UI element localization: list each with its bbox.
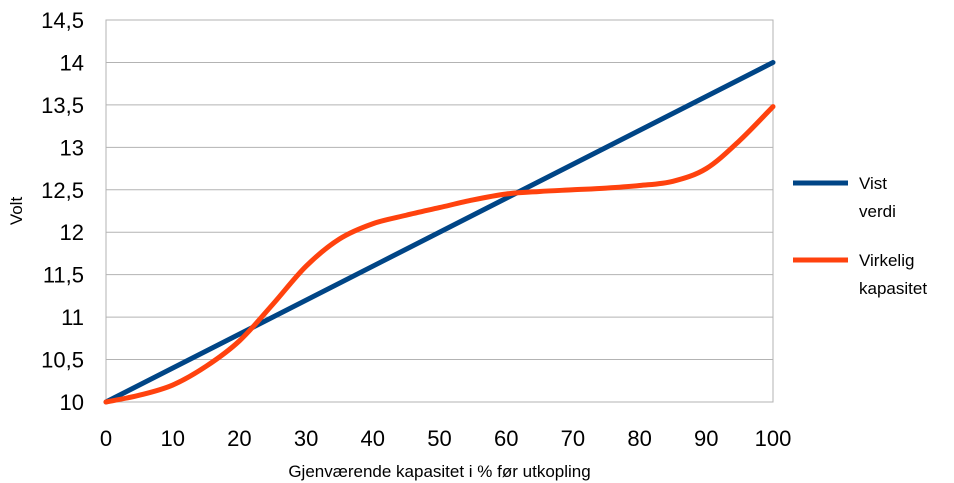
y-axis-title: Volt — [7, 197, 26, 226]
y-tick-label: 11 — [61, 305, 84, 330]
y-tick-label: 10 — [60, 390, 84, 415]
legend-label: Virkelig — [859, 251, 914, 270]
y-tick-label: 14 — [60, 50, 84, 75]
legend: Vist verdi Virkelig kapasitet — [793, 174, 927, 298]
x-tick-label: 10 — [160, 426, 184, 451]
y-tick-label: 12 — [60, 220, 84, 245]
series-line-1 — [103, 59, 776, 405]
y-tick-label: 13 — [60, 135, 84, 160]
x-tick-label: 0 — [100, 426, 112, 451]
y-tick-label: 13,5 — [41, 93, 84, 118]
legend-label: kapasitet — [859, 279, 927, 298]
x-tick-label: 50 — [427, 426, 451, 451]
x-tick-label: 70 — [561, 426, 585, 451]
x-tick-label: 80 — [627, 426, 651, 451]
x-tick-label: 100 — [755, 426, 792, 451]
grid-lines — [106, 19, 773, 403]
legend-label: verdi — [859, 202, 896, 221]
x-axis-title: Gjenværende kapasitet i % før utkopling — [288, 462, 590, 481]
plot-area — [105, 19, 774, 403]
y-tick-label: 11,5 — [43, 263, 84, 288]
y-tick-label: 14,5 — [41, 8, 84, 33]
legend-label: Vist — [859, 174, 887, 193]
y-tick-label: 10,5 — [41, 348, 84, 373]
x-tick-label: 60 — [494, 426, 518, 451]
y-tick-label: 12,5 — [41, 178, 84, 203]
x-tick-label: 30 — [294, 426, 318, 451]
x-tick-label: 20 — [227, 426, 251, 451]
x-tick-label: 90 — [694, 426, 718, 451]
series-lines — [103, 59, 776, 405]
x-axis-ticks: 0 10 20 30 40 50 60 70 80 90 100 — [100, 426, 791, 451]
y-axis-ticks: 10 10,5 11 11,5 12 12,5 13 13,5 14 14,5 — [41, 8, 84, 415]
x-tick-label: 40 — [361, 426, 385, 451]
series-line-2 — [103, 104, 776, 405]
